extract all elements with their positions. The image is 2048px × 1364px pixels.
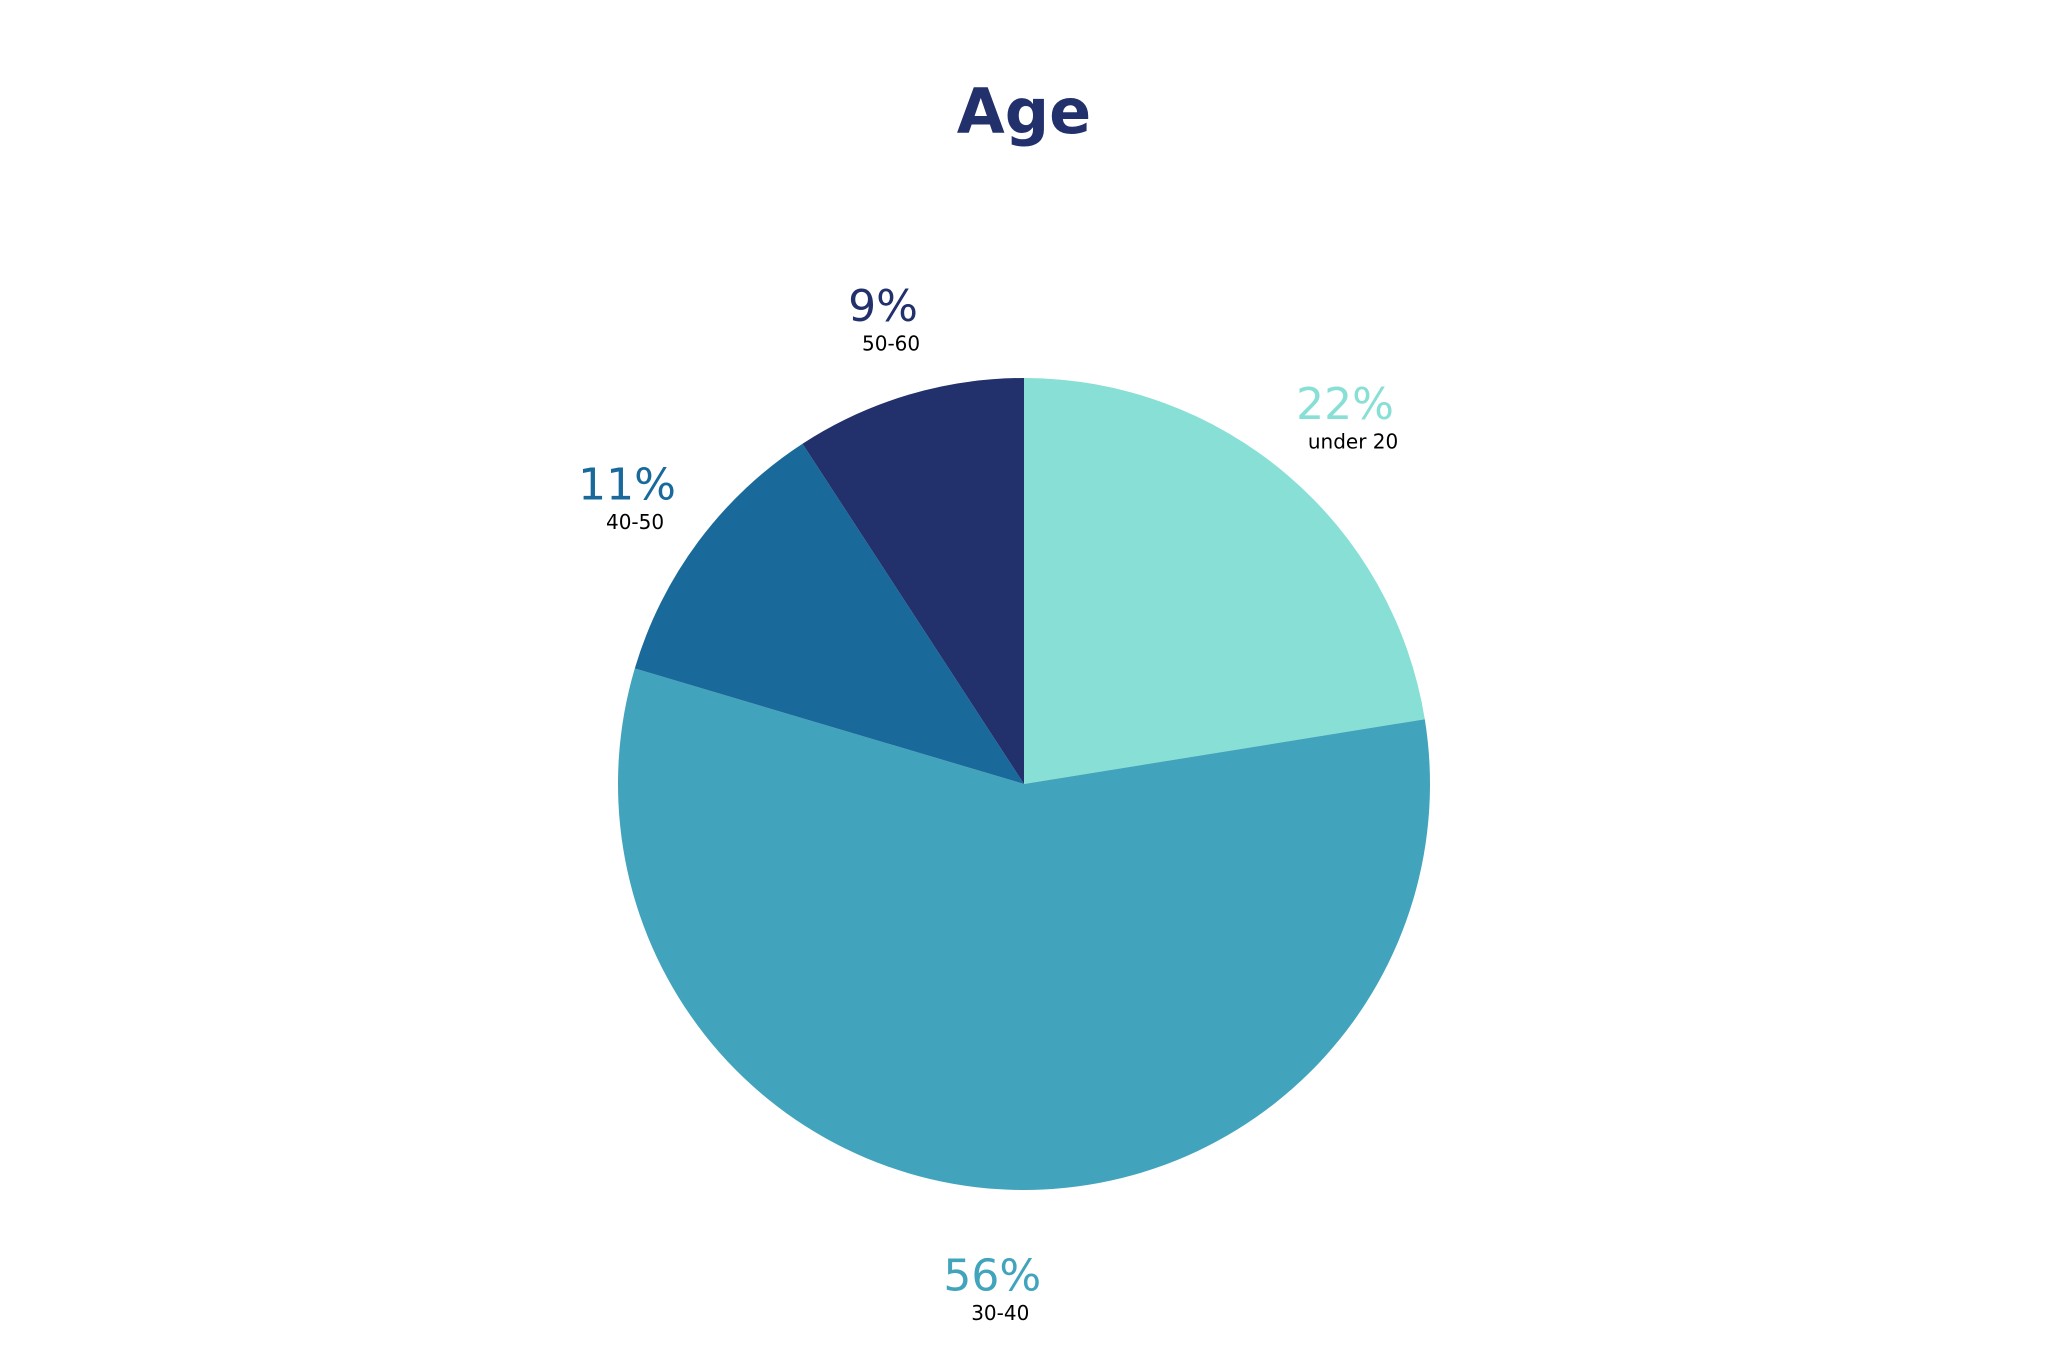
category-label: under 20 xyxy=(1308,429,1398,453)
category-label: 40-50 xyxy=(606,510,664,534)
pie-slice xyxy=(802,378,1024,784)
value-label: 56% xyxy=(943,1250,1041,1301)
chart-title: Age xyxy=(957,75,1091,148)
pie-slice xyxy=(618,668,1430,1191)
category-label: 50-60 xyxy=(862,332,920,356)
value-label: 11% xyxy=(578,460,676,511)
pie-slice xyxy=(1024,378,1425,784)
pie-slice xyxy=(634,443,1024,784)
value-label: 22% xyxy=(1296,379,1394,430)
category-label: 30-40 xyxy=(971,1301,1029,1325)
value-label: 9% xyxy=(848,281,918,332)
